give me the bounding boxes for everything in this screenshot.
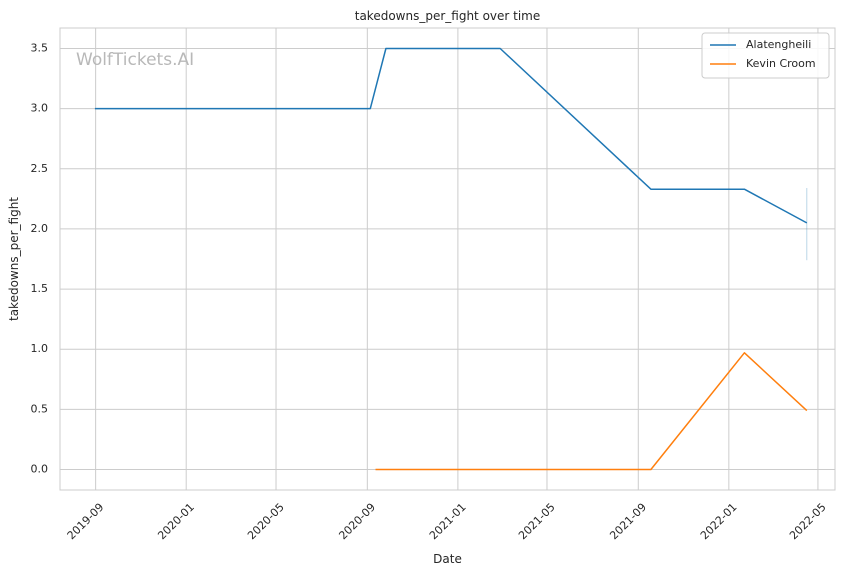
y-tick-label: 1.5: [31, 282, 49, 295]
series-line-kevin-croom: [375, 352, 808, 471]
legend: Alatengheili Kevin Croom: [701, 32, 830, 79]
series-lines: [94, 47, 808, 471]
legend-label-kevin-croom: Kevin Croom: [746, 57, 816, 70]
y-tick-label: 2.0: [31, 222, 49, 235]
y-tick-label: 0.0: [31, 463, 49, 476]
watermark: WolfTickets.AI: [76, 50, 194, 70]
legend-label-alatengheili: Alatengheili: [746, 38, 811, 51]
x-axis-label: Date: [433, 552, 462, 566]
series-line-alatengheili: [94, 47, 808, 224]
x-gridlines: [95, 28, 819, 490]
y-tick-labels: 0.0 0.5 1.0 1.5 2.0 2.5 3.0 3.5: [31, 41, 49, 475]
chart-title: takedowns_per_fight over time: [355, 9, 541, 23]
y-tick-label: 2.5: [31, 162, 49, 175]
y-tick-label: 0.5: [31, 402, 49, 415]
y-tick-label: 3.5: [31, 41, 49, 54]
y-tick-label: 1.0: [31, 342, 49, 355]
y-axis-label: takedowns_per_fight: [7, 197, 21, 321]
plot-area: [59, 27, 836, 491]
y-tick-label: 3.0: [31, 102, 49, 115]
